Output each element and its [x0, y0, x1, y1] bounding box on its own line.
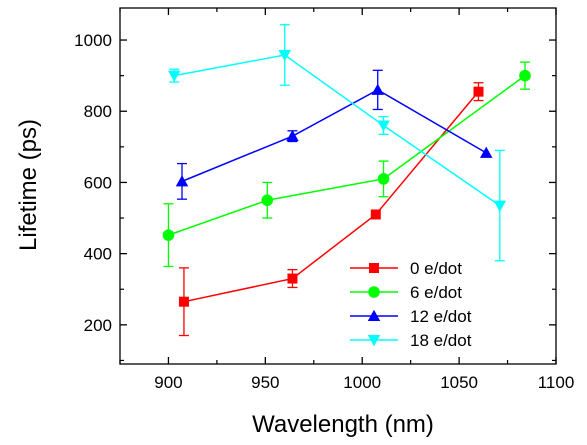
data-point	[519, 69, 531, 82]
data-point	[286, 129, 299, 142]
x-axis-title: Wavelength (nm)	[252, 411, 434, 438]
legend: 0 e/dot 6 e/dot 12 e/dot 18 e/dot	[350, 259, 472, 350]
legend-item: 6 e/dot	[350, 283, 462, 302]
x-tick-label: 950	[251, 373, 279, 392]
series-line	[174, 54, 501, 207]
data-point	[178, 296, 189, 307]
data-point	[287, 273, 298, 284]
data-point	[370, 209, 381, 220]
plot-frame	[119, 7, 557, 365]
data-point	[162, 229, 175, 241]
y-tick-label: 200	[84, 316, 112, 335]
x-tick-label: 1050	[440, 373, 478, 392]
legend-label: 18 e/dot	[410, 331, 472, 350]
series-line	[181, 89, 487, 183]
legend-marker	[367, 309, 381, 321]
legend-item: 18 e/dot	[350, 331, 472, 350]
legend-label: 6 e/dot	[410, 283, 462, 302]
y-tick-label: 600	[84, 173, 112, 192]
legend-item: 0 e/dot	[350, 259, 462, 278]
series-2	[175, 69, 493, 200]
series-0	[178, 82, 484, 337]
series-line	[183, 91, 480, 303]
data-point	[371, 83, 384, 95]
x-tick-label: 900	[154, 373, 182, 392]
y-tick-label: 400	[84, 245, 112, 264]
legend-label: 12 e/dot	[410, 307, 472, 326]
data-point	[493, 200, 507, 212]
data-point	[168, 70, 181, 82]
data-point	[479, 146, 493, 158]
data-point	[278, 49, 291, 62]
legend-marker	[367, 335, 381, 347]
y-tick-label: 1000	[74, 31, 112, 50]
legend-marker	[368, 286, 380, 298]
x-tick-label: 1100	[538, 373, 575, 392]
data-point	[377, 120, 390, 132]
series-line	[168, 75, 526, 236]
x-tick-label: 1000	[343, 373, 381, 392]
legend-label: 0 e/dot	[410, 259, 462, 278]
legend-marker	[369, 263, 379, 273]
data-point	[377, 173, 390, 185]
series-3	[168, 24, 507, 262]
series-1	[162, 61, 531, 268]
y-axis-title: Lifetime (ps)	[15, 119, 42, 251]
data-point	[473, 86, 484, 97]
legend-item: 12 e/dot	[350, 307, 472, 326]
data-point	[261, 194, 274, 207]
axes: 900 950 1000 1050 1100 200 400 600 800 1000	[74, 7, 575, 392]
y-tick-label: 800	[84, 102, 112, 121]
data-point	[175, 175, 189, 187]
series-layer	[162, 24, 531, 337]
